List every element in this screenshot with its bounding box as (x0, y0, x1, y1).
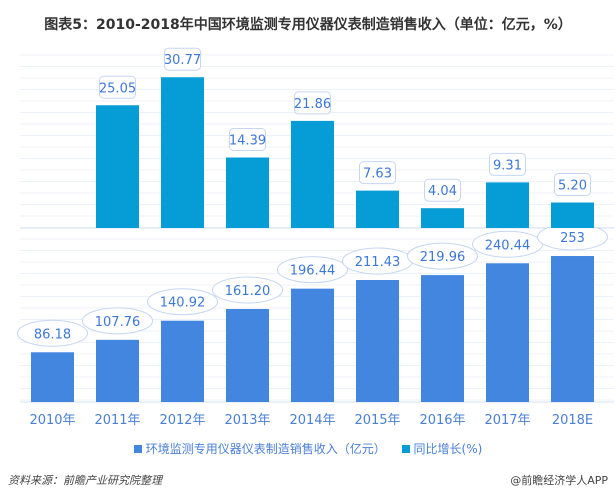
legend-swatch (133, 444, 142, 453)
growth-data-label: 9.31 (493, 158, 522, 173)
growth-label-box (489, 152, 526, 176)
x-tick-label: 2011年 (94, 413, 140, 428)
revenue-label-bubble (17, 319, 88, 347)
revenue-bar (486, 263, 529, 402)
growth-label-box (164, 47, 201, 71)
revenue-bar (96, 339, 139, 402)
growth-label-box (229, 127, 266, 151)
bar-chart: 86.18 2010年 107.76 2011年 140.92 2012年 161.20 20… (17, 47, 614, 428)
source-note: 资料来源：前瞻产业研究院整理 (8, 474, 162, 487)
revenue-label-bubble (82, 307, 153, 335)
revenue-label-bubble (277, 256, 348, 284)
x-tick-label: 2013年 (224, 413, 270, 428)
growth-bar (486, 182, 529, 228)
growth-bar (161, 77, 204, 229)
growth-data-label: 4.04 (428, 184, 457, 199)
revenue-data-label: 140.92 (160, 296, 206, 311)
growth-label-box (294, 91, 331, 115)
legend-item-revenue: 环境监测专用仪器仪表制造销售收入（亿元） (133, 440, 386, 457)
growth-data-label: 21.86 (294, 97, 331, 112)
revenue-label-bubble (212, 276, 283, 304)
revenue-bar (291, 288, 334, 402)
growth-data-label: 25.05 (99, 81, 136, 96)
growth-bar (291, 120, 334, 228)
x-tick-label: 2017年 (484, 413, 530, 428)
legend-item-growth: 同比增长(%) (401, 440, 483, 457)
brand-credit: @前瞻经济学人APP (510, 474, 608, 487)
revenue-bar (551, 256, 594, 402)
revenue-bar (226, 308, 269, 402)
legend-label: 同比增长(%) (413, 442, 483, 456)
revenue-data-label: 161.20 (225, 284, 271, 299)
x-tick-label: 2012年 (159, 413, 205, 428)
revenue-data-label: 211.43 (355, 255, 401, 270)
growth-data-label: 7.63 (363, 167, 392, 182)
growth-bar (421, 208, 464, 228)
x-tick-label: 2018E (552, 413, 593, 428)
growth-label-box (554, 173, 591, 197)
growth-bar (226, 157, 269, 228)
revenue-bar (421, 275, 464, 402)
revenue-bar (31, 352, 74, 402)
growth-data-label: 14.39 (229, 133, 266, 148)
growth-bar (356, 190, 399, 228)
chart-title: 图表5：2010-2018年中国环境监测专用仪器仪表制造销售收入（单位：亿元，%… (44, 17, 572, 33)
growth-label-box (359, 161, 396, 185)
growth-data-label: 30.77 (164, 53, 201, 68)
growth-bar (551, 202, 594, 228)
revenue-data-label: 219.96 (420, 250, 466, 265)
legend-swatch (401, 444, 410, 453)
revenue-data-label: 86.18 (34, 327, 71, 342)
growth-label-box (424, 178, 461, 202)
x-tick-label: 2010年 (29, 413, 75, 428)
revenue-bar (161, 320, 204, 402)
growth-data-label: 5.20 (558, 179, 587, 194)
revenue-label-bubble (147, 288, 218, 316)
revenue-data-label: 196.44 (290, 264, 336, 279)
growth-bar (96, 105, 139, 228)
revenue-label-bubble (407, 242, 478, 270)
x-tick-label: 2015年 (354, 413, 400, 428)
revenue-data-label: 253 (560, 231, 585, 246)
legend: 环境监测专用仪器仪表制造销售收入（亿元） 同比增长(%) (0, 440, 616, 457)
growth-label-box (99, 75, 136, 99)
revenue-data-label: 240.44 (485, 238, 531, 253)
revenue-bar (356, 280, 399, 402)
x-tick-label: 2016年 (419, 413, 465, 428)
revenue-data-label: 107.76 (95, 315, 141, 330)
x-tick-label: 2014年 (289, 413, 335, 428)
legend-label: 环境监测专用仪器仪表制造销售收入（亿元） (145, 442, 386, 456)
